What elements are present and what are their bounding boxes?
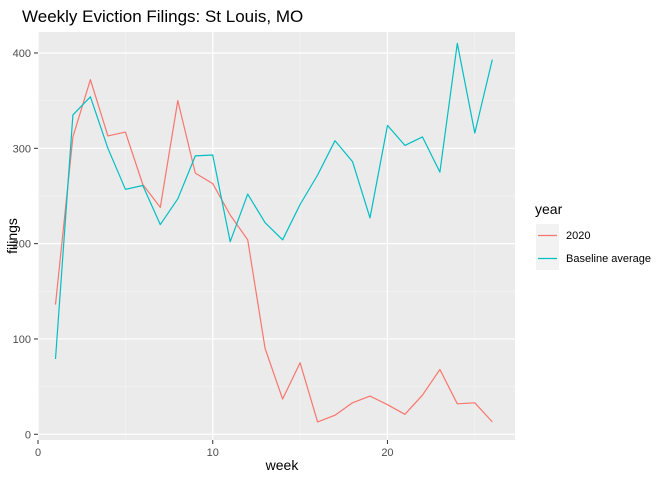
y-tick-label: 100	[13, 334, 31, 346]
y-axis-title: filings	[4, 218, 20, 254]
series-lines	[54, 42, 493, 423]
legend-label: Baseline average	[566, 253, 651, 265]
x-axis: 0 10 20	[35, 440, 394, 459]
x-axis-title: week	[265, 457, 300, 473]
minor-gridlines	[38, 32, 515, 440]
x-tick-label: 10	[207, 447, 219, 459]
x-tick-label: 20	[381, 447, 393, 459]
chart-title: Weekly Eviction Filings: St Louis, MO	[22, 7, 303, 26]
legend-label: 2020	[566, 230, 590, 242]
series-line-0	[54, 79, 493, 423]
legend-title: year	[535, 201, 563, 217]
y-axis: 0 100 200 300 400	[13, 48, 38, 441]
y-tick-label: 300	[13, 143, 31, 155]
y-tick-label: 0	[25, 429, 31, 441]
y-tick-label: 200	[13, 239, 31, 251]
major-gridlines	[37, 32, 515, 440]
series-line-1	[54, 42, 493, 360]
x-tick-label: 0	[35, 447, 41, 459]
plot-panel	[38, 32, 515, 440]
legend: year 2020 Baseline average	[535, 201, 651, 270]
y-tick-label: 400	[13, 48, 31, 60]
